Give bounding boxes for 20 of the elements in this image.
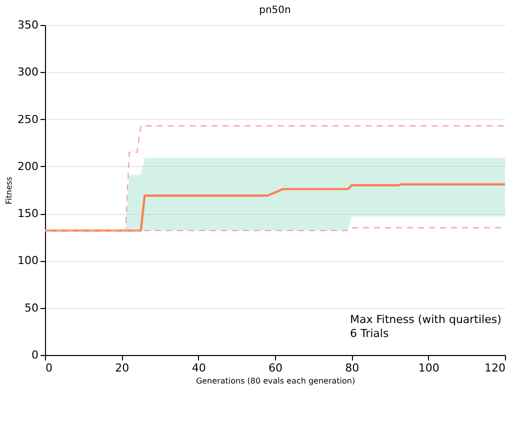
y-tick-label: 350 <box>18 18 38 32</box>
x-tick-label: 120 <box>484 362 506 374</box>
chart-title: pn50n <box>259 5 291 16</box>
y-tick-label: 250 <box>18 112 38 126</box>
x-tick-label: 20 <box>115 362 130 374</box>
x-tick-label: 0 <box>46 362 52 374</box>
x-tick-label: 40 <box>192 362 206 374</box>
x-tick-label: 80 <box>345 362 360 374</box>
annotation: Max Fitness (with quartiles) <box>350 313 502 326</box>
y-axis-title: Fitness <box>4 176 14 204</box>
y-tick-label: 200 <box>18 160 38 173</box>
annotation: 6 Trials <box>350 327 389 340</box>
x-tick-label: 60 <box>268 362 282 374</box>
y-tick-label: 150 <box>18 207 38 220</box>
x-tick-label: 100 <box>418 362 440 374</box>
y-tick-label: 300 <box>18 66 38 79</box>
y-tick-label: 50 <box>24 301 38 314</box>
y-tick-label: 100 <box>18 254 38 268</box>
x-axis-title: Generations (80 evals each generation) <box>196 376 356 386</box>
y-tick-label: 0 <box>32 348 38 362</box>
